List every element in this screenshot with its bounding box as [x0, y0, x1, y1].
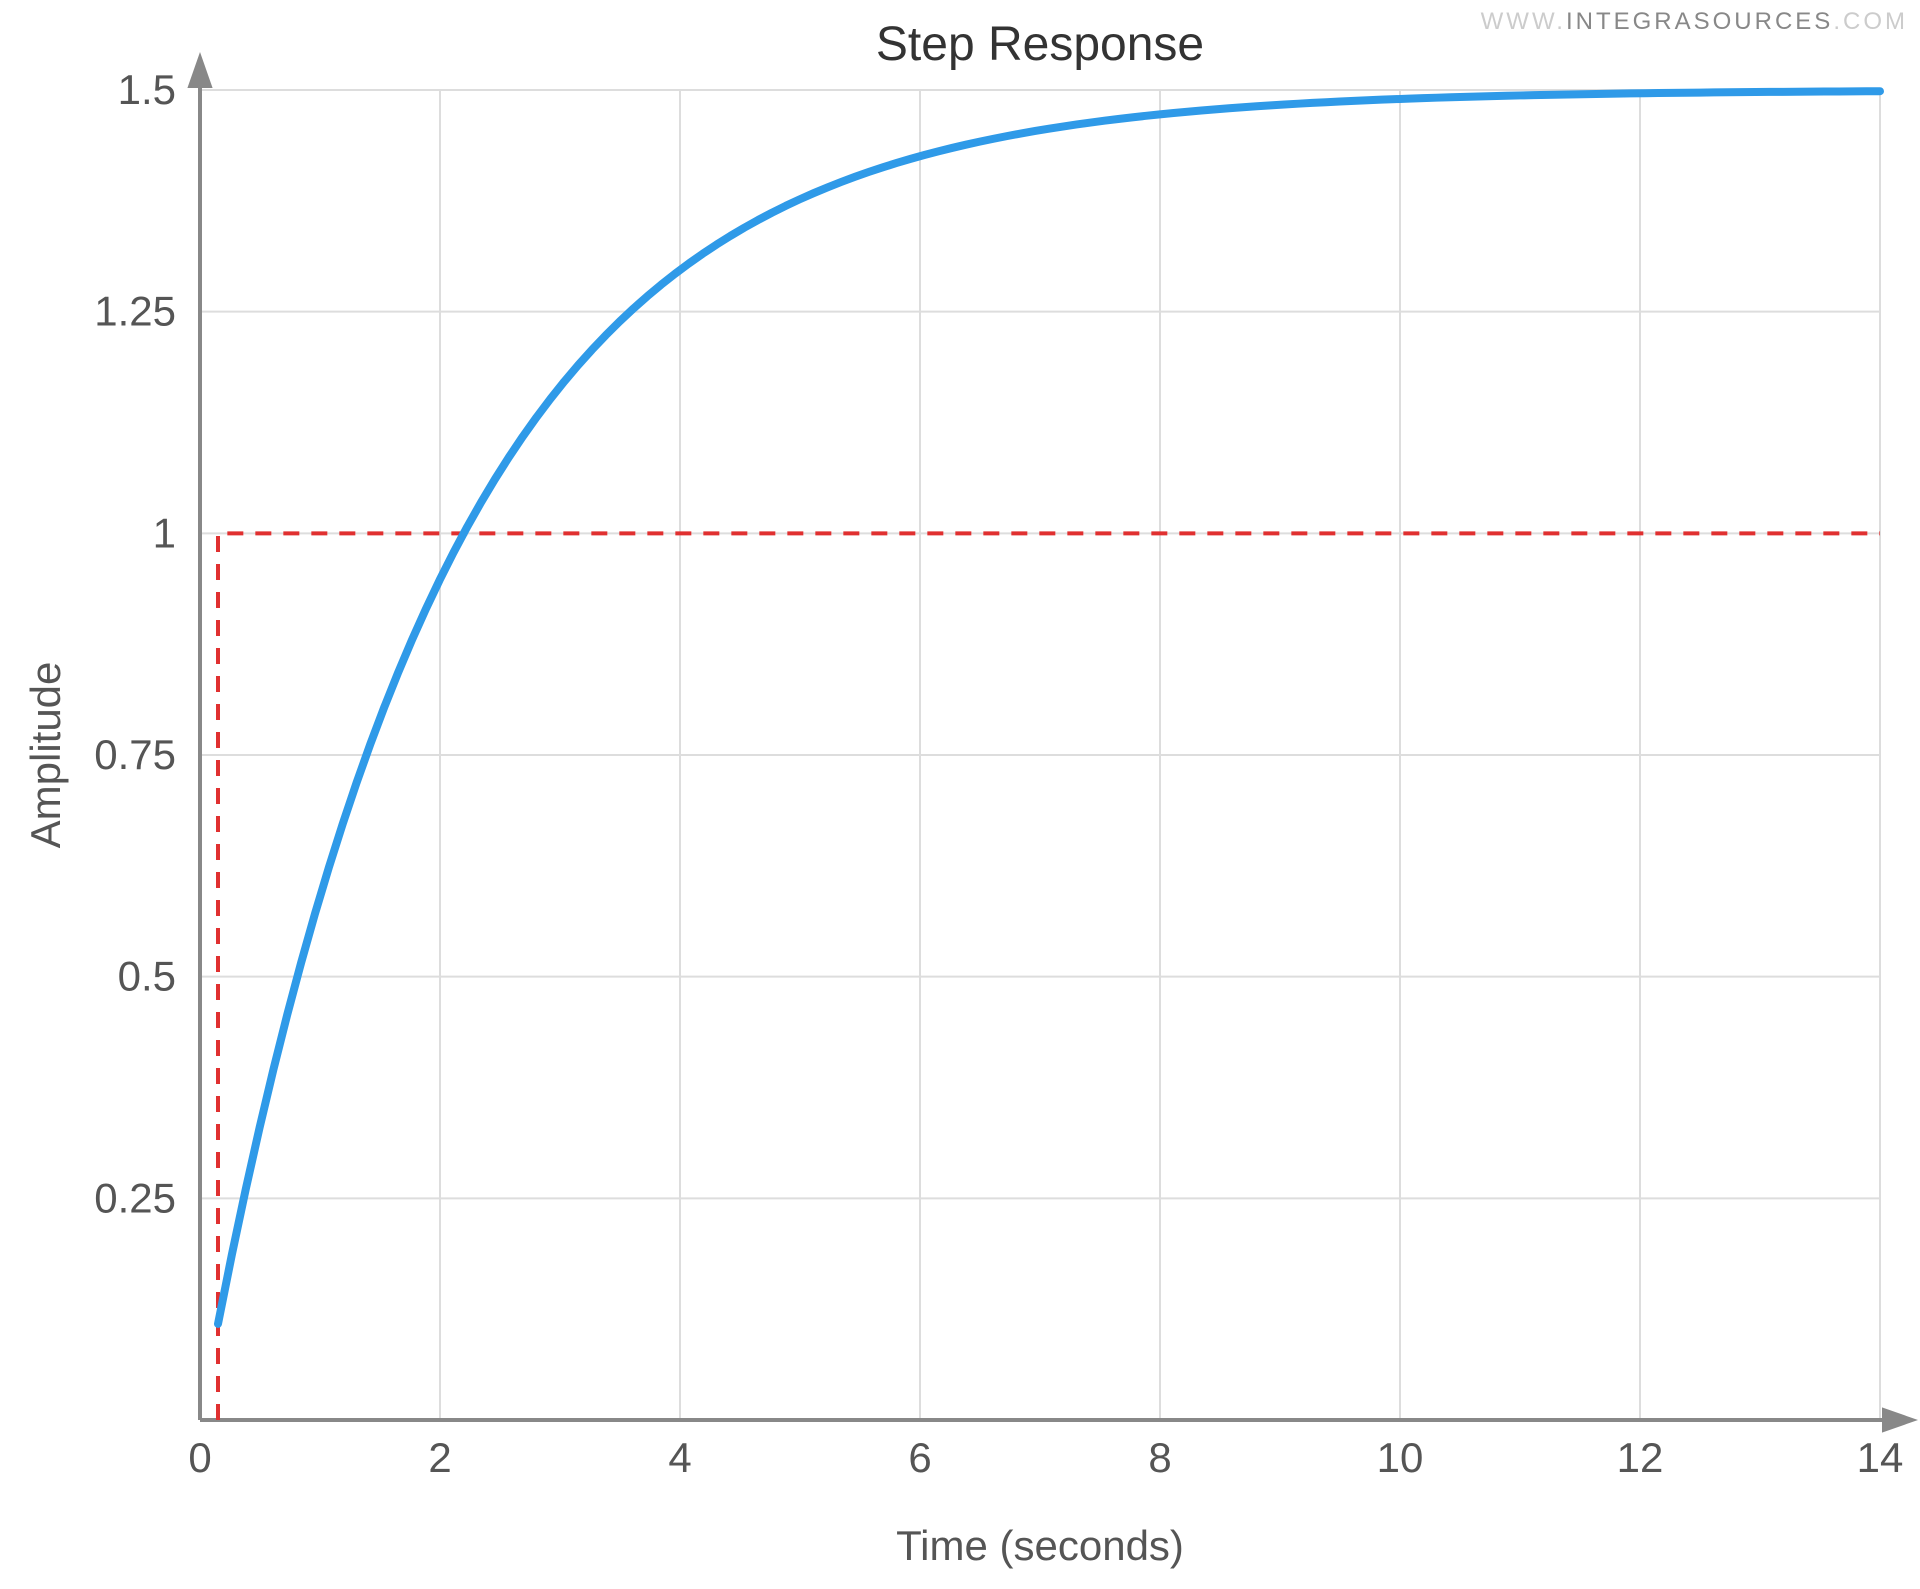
- x-tick-label: 8: [1148, 1434, 1171, 1481]
- step-response-chart: Step Response 0 2 4 6 8 10 12 14 0.25 0.5 0.75 1 1.…: [0, 0, 1920, 1589]
- y-tick-label: 0.25: [94, 1174, 176, 1221]
- x-tick-label: 14: [1857, 1434, 1904, 1481]
- x-axis-label: Time (seconds): [896, 1522, 1184, 1569]
- chart-grid: [200, 90, 1880, 1420]
- x-tick-label: 4: [668, 1434, 691, 1481]
- y-tick-label: 0.75: [94, 731, 176, 778]
- x-tick-label: 2: [428, 1434, 451, 1481]
- x-tick-label: 12: [1617, 1434, 1664, 1481]
- y-tick-label: 1.25: [94, 288, 176, 335]
- x-tick-label: 10: [1377, 1434, 1424, 1481]
- y-tick-labels: 0.25 0.5 0.75 1 1.25 1.5: [94, 66, 176, 1221]
- chart-axes: [187, 52, 1918, 1433]
- x-tick-label: 6: [908, 1434, 931, 1481]
- series-response: [218, 91, 1880, 1324]
- x-tick-label: 0: [188, 1434, 211, 1481]
- chart-title: Step Response: [876, 18, 1204, 71]
- chart-svg: Step Response 0 2 4 6 8 10 12 14 0.25 0.5 0.75 1 1.…: [0, 0, 1920, 1589]
- y-tick-label: 0.5: [118, 953, 176, 1000]
- x-tick-labels: 0 2 4 6 8 10 12 14: [188, 1434, 1903, 1481]
- y-tick-label: 1.5: [118, 66, 176, 113]
- y-tick-label: 1: [153, 509, 176, 556]
- y-axis-label: Amplitude: [22, 662, 69, 849]
